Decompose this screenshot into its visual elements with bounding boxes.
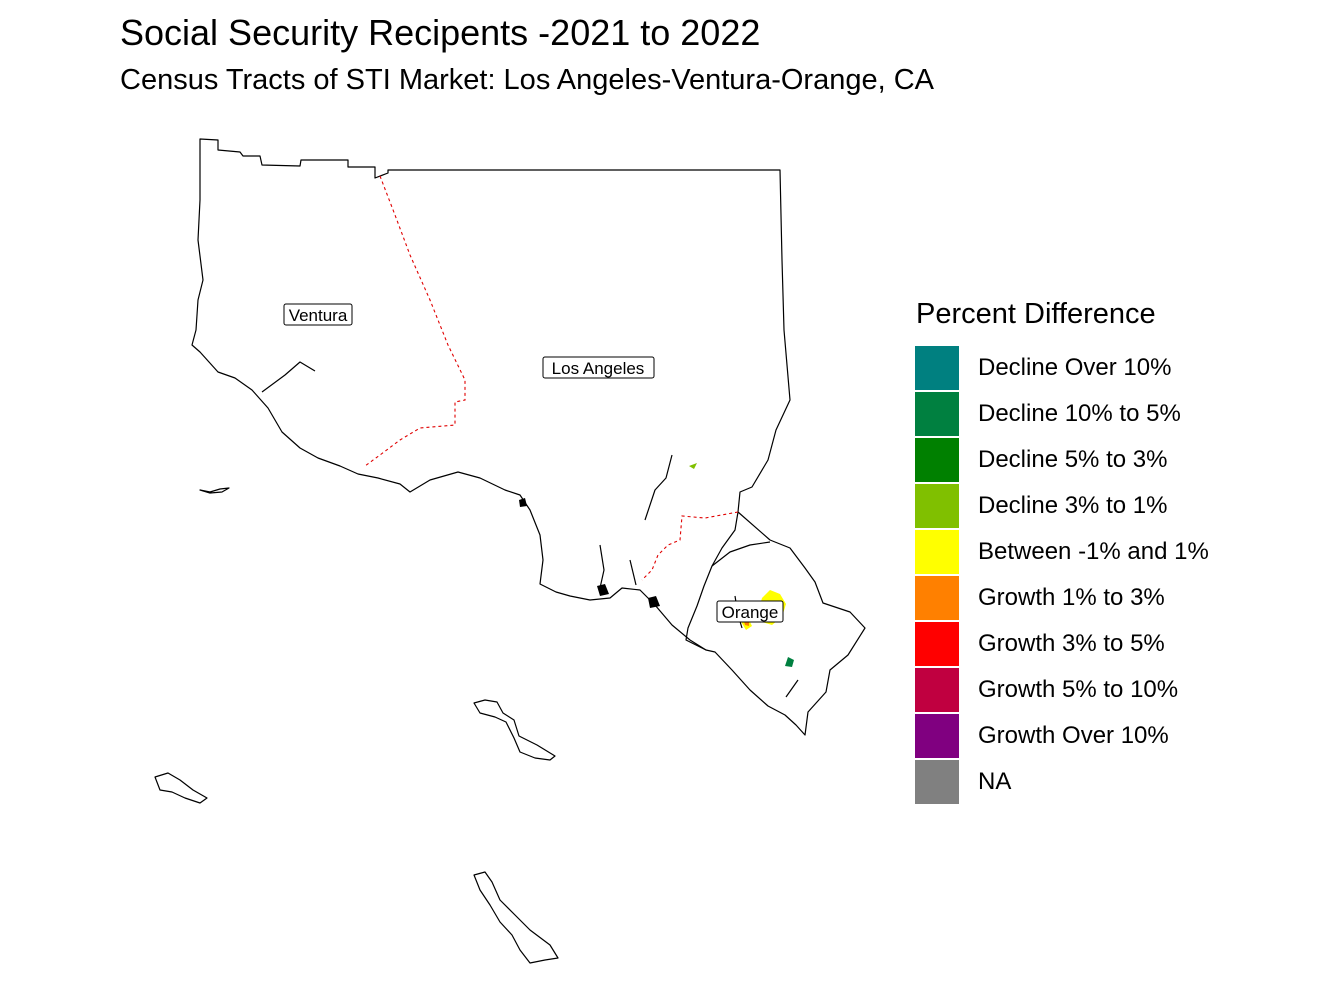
legend-title: Percent Difference xyxy=(916,298,1156,330)
tract-small-black-2 xyxy=(648,596,660,608)
anacapa-island xyxy=(199,487,230,494)
la-orange-border xyxy=(641,511,739,581)
legend-item: Decline 5% to 3% xyxy=(915,437,1209,483)
legend-label: Decline Over 10% xyxy=(978,354,1172,381)
legend-swatch xyxy=(915,714,959,758)
legend-label: Decline 5% to 3% xyxy=(978,446,1168,473)
tract-small-black-3 xyxy=(597,584,609,596)
label-ventura: Ventura xyxy=(283,303,353,326)
legend-item: Decline Over 10% xyxy=(915,345,1209,391)
la-ventura-outline xyxy=(191,138,866,736)
legend-swatch xyxy=(915,438,959,482)
tract-small-black-1 xyxy=(519,498,527,507)
river-5 xyxy=(785,679,799,698)
chart-title: Social Security Recipents -2021 to 2022 xyxy=(120,12,761,53)
county-label-orange: Orange xyxy=(722,603,779,622)
river-4 xyxy=(629,559,637,586)
orange-inner-boundary xyxy=(685,511,739,651)
legend-label: Decline 10% to 5% xyxy=(978,400,1181,427)
legend-label: Growth 1% to 3% xyxy=(978,584,1165,611)
legend-label: Between -1% and 1% xyxy=(978,538,1209,565)
tract-decline-10-to-5 xyxy=(785,657,794,667)
river-1 xyxy=(261,361,316,393)
legend-label: Growth Over 10% xyxy=(978,722,1169,749)
legend-swatch xyxy=(915,530,959,574)
legend-label: NA xyxy=(978,768,1012,795)
legend-item: Growth Over 10% xyxy=(915,713,1209,759)
ventura-la-border xyxy=(364,175,466,467)
label-los-angeles: Los Angeles xyxy=(542,356,655,379)
legend-item: Between -1% and 1% xyxy=(915,529,1209,575)
legend-item: Decline 10% to 5% xyxy=(915,391,1209,437)
legend-swatch xyxy=(915,392,959,436)
legend-label: Decline 3% to 1% xyxy=(978,492,1168,519)
legend-swatch xyxy=(915,760,959,804)
legend-item: NA xyxy=(915,759,1209,805)
san-clemente-island xyxy=(473,871,559,964)
legend-swatch xyxy=(915,622,959,666)
legend-item: Decline 3% to 1% xyxy=(915,483,1209,529)
legend-item: Growth 1% to 3% xyxy=(915,575,1209,621)
orange-boundary-arc xyxy=(711,541,771,567)
legend-item: Growth 3% to 5% xyxy=(915,621,1209,667)
tract-decline-3-to-1 xyxy=(689,463,697,469)
legend-swatch xyxy=(915,576,959,620)
county-label-los-angeles: Los Angeles xyxy=(552,359,645,378)
legend-swatch xyxy=(915,668,959,712)
river-3 xyxy=(599,544,605,589)
legend-item: Growth 5% to 10% xyxy=(915,667,1209,713)
legend-swatch xyxy=(915,484,959,528)
santa-barbara-island xyxy=(154,772,208,804)
legend-label: Growth 5% to 10% xyxy=(978,676,1179,703)
legend: Percent Difference Decline Over 10% Decl… xyxy=(915,298,1209,805)
county-label-ventura: Ventura xyxy=(289,306,348,325)
santa-catalina-island xyxy=(473,699,556,761)
legend-label: Growth 3% to 5% xyxy=(978,630,1165,657)
label-orange: Orange xyxy=(716,600,784,623)
legend-swatch xyxy=(915,346,959,390)
river-2 xyxy=(644,454,673,521)
chart-subtitle: Census Tracts of STI Market: Los Angeles… xyxy=(120,64,934,96)
